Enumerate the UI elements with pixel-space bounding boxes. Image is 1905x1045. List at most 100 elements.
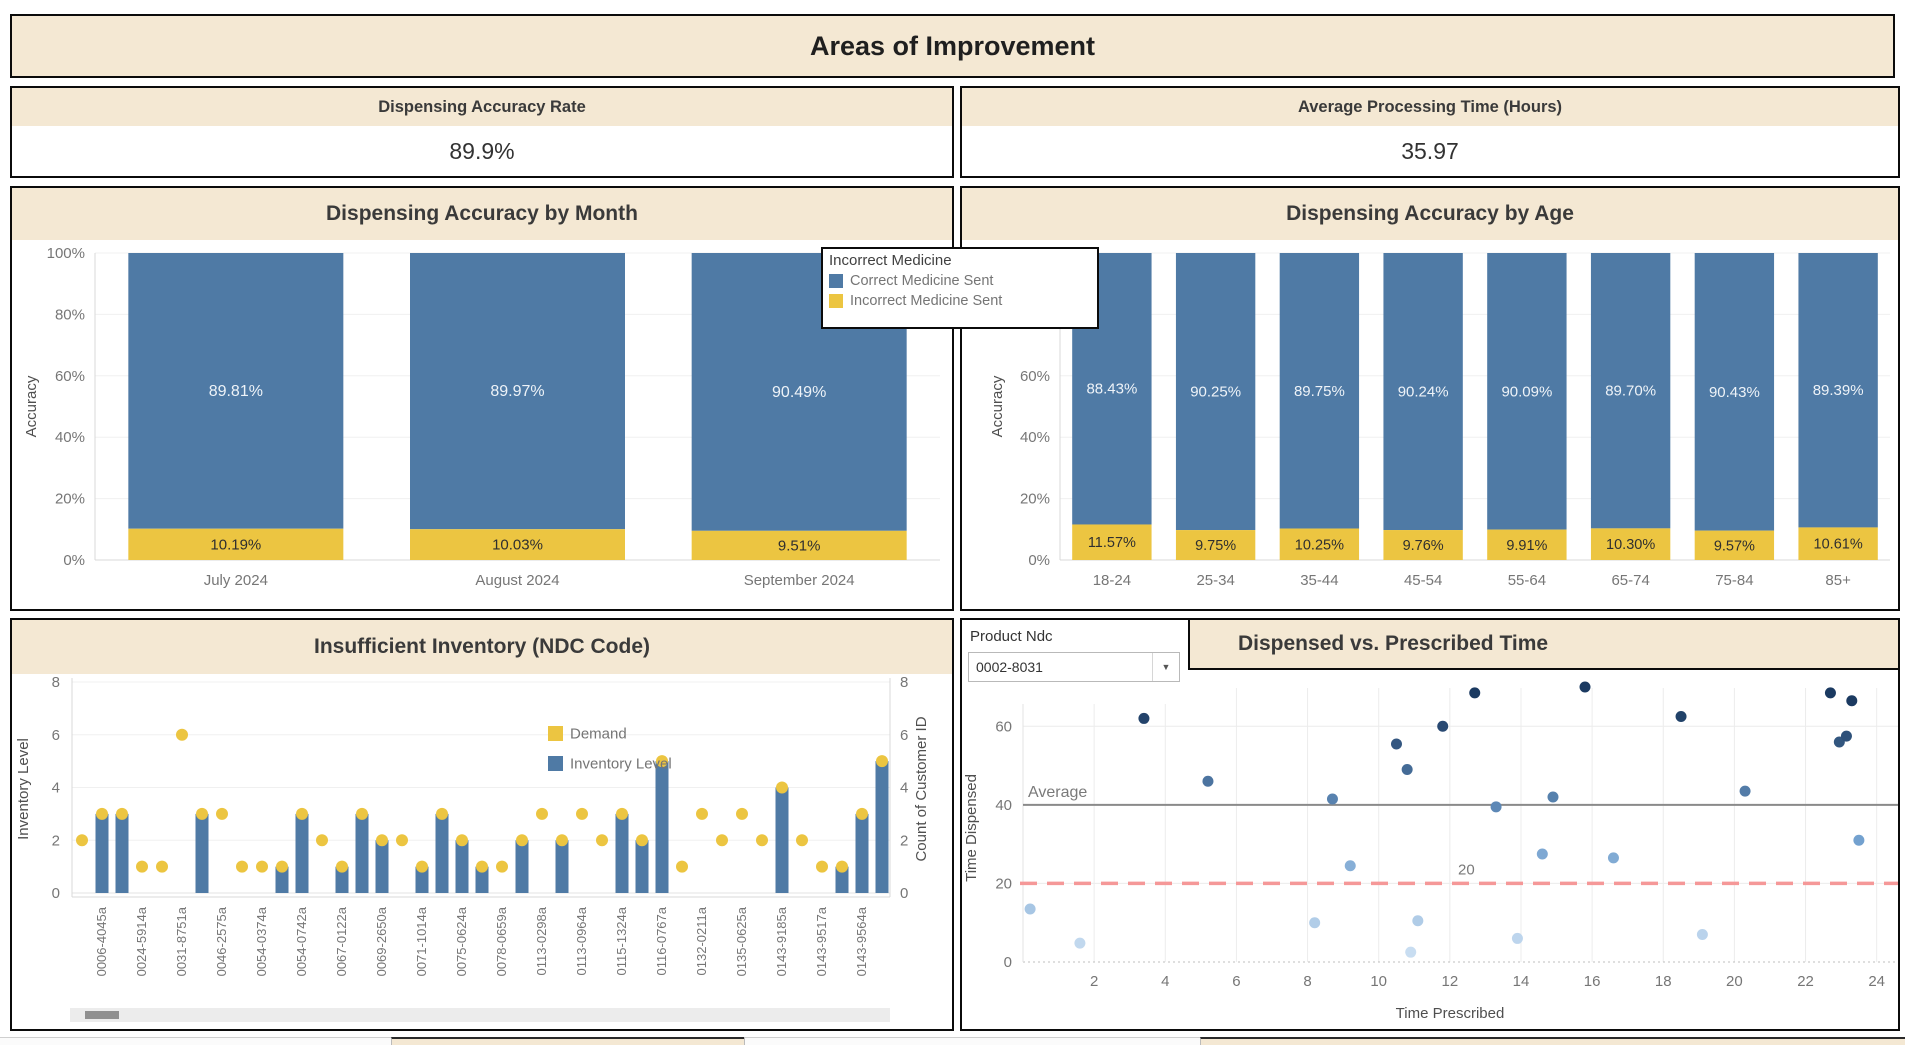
scatter-point[interactable] [1490,801,1502,813]
scatter-point[interactable] [1607,852,1619,864]
bar-incorrect-medicine[interactable] [691,530,907,560]
bar-incorrect-medicine[interactable] [410,529,625,560]
inventory-bar[interactable] [515,840,529,893]
demand-dot[interactable] [576,807,588,820]
scatter-point[interactable] [1853,834,1865,846]
demand-dot[interactable] [496,860,508,873]
chevron-down-icon[interactable]: ▼ [1152,653,1179,681]
bar-incorrect-medicine[interactable] [1072,524,1152,560]
demand-dot[interactable] [216,807,228,820]
demand-dot[interactable] [376,834,388,847]
demand-dot[interactable] [856,807,868,820]
scatter-point[interactable] [1469,687,1481,699]
demand-dot[interactable] [116,807,128,820]
bar-correct-medicine[interactable] [1694,253,1775,531]
scrollbar-thumb[interactable] [85,1011,119,1019]
inventory-bar[interactable] [275,866,289,893]
demand-dot[interactable] [776,781,788,794]
inline-legend-swatch[interactable] [548,756,563,771]
inventory-bar[interactable] [195,813,209,893]
bar-correct-medicine[interactable] [1590,253,1671,529]
demand-dot[interactable] [296,807,308,820]
scatter-point[interactable] [1202,775,1214,787]
scatter-point[interactable] [1547,791,1559,803]
bar-incorrect-medicine[interactable] [1175,530,1256,560]
demand-dot[interactable] [616,807,628,820]
scatter-point[interactable] [1309,917,1321,929]
scatter-point[interactable] [1536,848,1548,860]
bar-correct-medicine[interactable] [1798,253,1878,528]
bar-incorrect-medicine[interactable] [1487,529,1567,560]
bar-incorrect-medicine[interactable] [1383,530,1463,560]
demand-dot[interactable] [76,834,88,847]
demand-dot[interactable] [836,860,848,873]
product-ndc-dropdown[interactable]: 0002-8031 ▼ [968,652,1180,682]
demand-dot[interactable] [416,860,428,873]
demand-dot[interactable] [516,834,528,847]
scatter-point[interactable] [1675,710,1687,722]
bar-correct-medicine[interactable] [1279,253,1360,529]
scatter-point[interactable] [1326,793,1338,805]
bar-incorrect-medicine[interactable] [1590,528,1671,560]
scatter-point[interactable] [1824,687,1836,699]
inventory-bar[interactable] [295,813,309,893]
scatter-point[interactable] [1024,903,1036,915]
demand-dot[interactable] [876,755,888,768]
inventory-bar[interactable] [835,866,849,893]
demand-dot[interactable] [636,834,648,847]
inventory-bar[interactable] [375,840,389,893]
demand-dot[interactable] [236,860,248,873]
legend-item-correct[interactable]: Correct Medicine Sent [829,272,1091,290]
legend-item-incorrect[interactable]: Incorrect Medicine Sent [829,292,1091,310]
inventory-bar[interactable] [455,840,469,893]
scatter-point[interactable] [1344,860,1356,872]
demand-dot[interactable] [476,860,488,873]
inventory-bar[interactable] [475,866,489,893]
inventory-bar[interactable] [655,761,669,893]
demand-dot[interactable] [136,860,148,873]
inventory-bar[interactable] [635,840,649,893]
demand-dot[interactable] [156,860,168,873]
demand-dot[interactable] [396,834,408,847]
scatter-point[interactable] [1437,720,1449,732]
demand-dot[interactable] [596,834,608,847]
demand-dot[interactable] [716,834,728,847]
bar-correct-medicine[interactable] [1487,253,1567,530]
scatter-point[interactable] [1846,695,1858,707]
inventory-bar[interactable] [855,813,869,893]
bar-correct-medicine[interactable] [128,253,344,529]
demand-dot[interactable] [736,807,748,820]
inventory-bar[interactable] [355,813,369,893]
demand-dot[interactable] [796,834,808,847]
inventory-bar[interactable] [435,813,449,893]
horizontal-scrollbar[interactable] [70,1008,890,1022]
scatter-point[interactable] [1739,785,1751,797]
demand-dot[interactable] [276,860,288,873]
inventory-bar[interactable] [115,813,129,893]
scatter-point[interactable] [1138,712,1150,724]
demand-dot[interactable] [196,807,208,820]
demand-dot[interactable] [536,807,548,820]
demand-dot[interactable] [336,860,348,873]
demand-dot[interactable] [436,807,448,820]
demand-dot[interactable] [756,834,768,847]
scatter-point[interactable] [1074,937,1086,949]
demand-dot[interactable] [356,807,368,820]
scatter-point[interactable] [1511,932,1523,944]
demand-dot[interactable] [96,807,108,820]
bar-correct-medicine[interactable] [1175,253,1256,531]
inline-legend-swatch[interactable] [548,726,563,741]
demand-dot[interactable] [456,834,468,847]
demand-dot[interactable] [316,834,328,847]
bar-correct-medicine[interactable] [410,253,625,530]
demand-dot[interactable] [656,755,668,768]
scatter-point[interactable] [1412,915,1424,927]
demand-dot[interactable] [256,860,268,873]
scatter-point[interactable] [1579,681,1591,693]
scatter-point[interactable] [1390,738,1402,750]
bar-incorrect-medicine[interactable] [128,528,344,560]
bar-incorrect-medicine[interactable] [1694,530,1775,560]
inventory-bar[interactable] [335,866,349,893]
demand-dot[interactable] [556,834,568,847]
scatter-point[interactable] [1405,946,1417,958]
